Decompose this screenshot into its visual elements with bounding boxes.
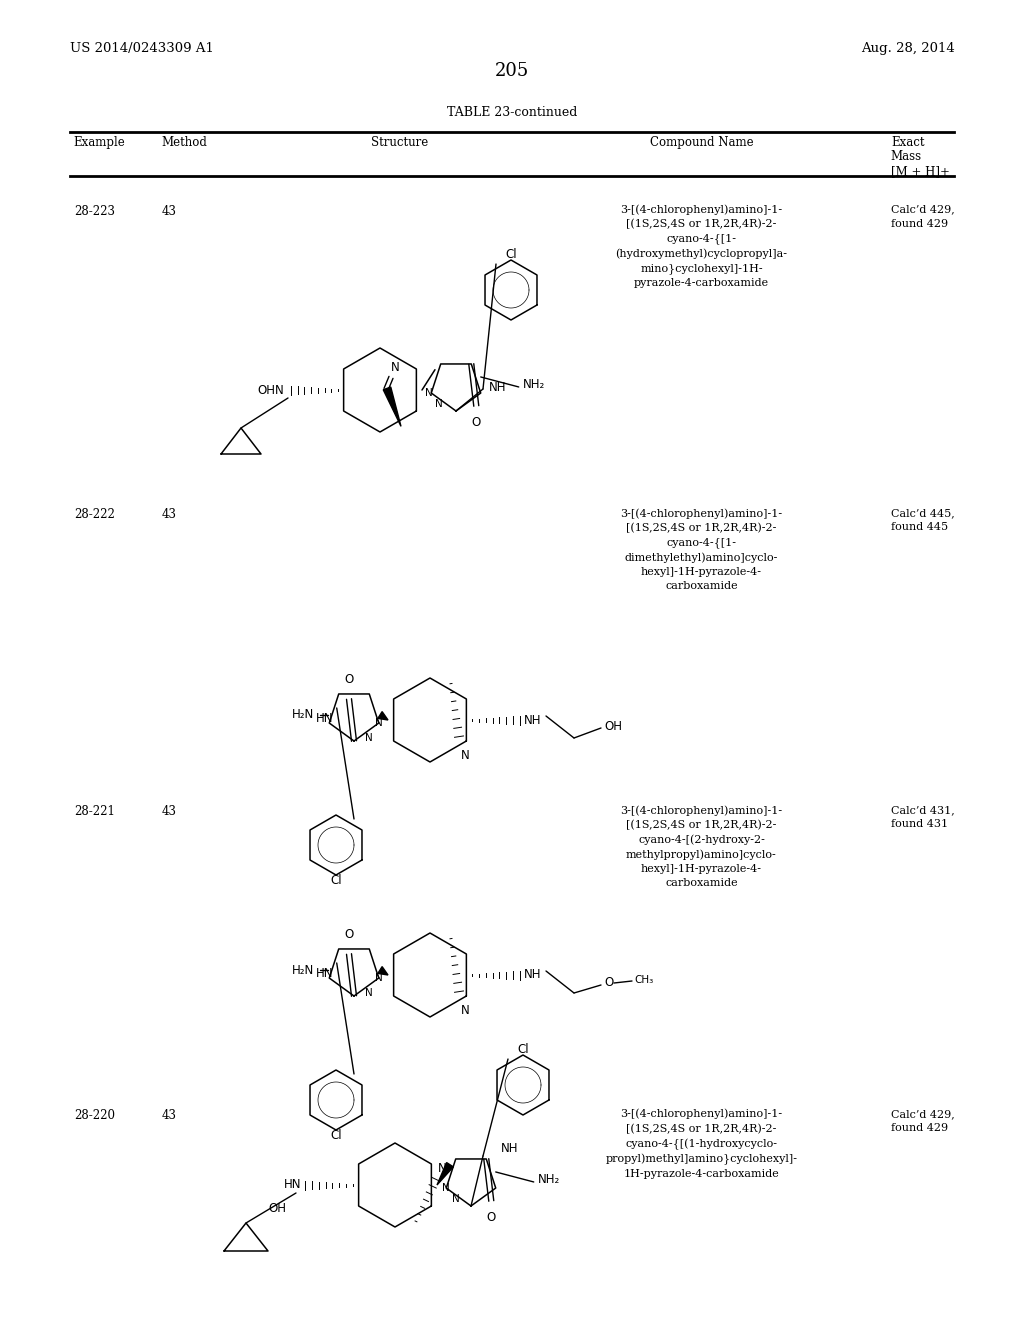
Text: 3-[(4-chlorophenyl)amino]-1-
[(1S,2S,4S or 1R,2R,4R)-2-
cyano-4-[(2-hydroxy-2-
m: 3-[(4-chlorophenyl)amino]-1- [(1S,2S,4S … bbox=[621, 805, 782, 888]
Text: N: N bbox=[461, 1003, 470, 1016]
Text: 28-221: 28-221 bbox=[74, 805, 115, 818]
Text: Cl: Cl bbox=[517, 1043, 528, 1056]
Text: N: N bbox=[375, 718, 383, 729]
Text: N: N bbox=[366, 989, 373, 998]
Text: CH₃: CH₃ bbox=[634, 975, 653, 985]
Text: HN: HN bbox=[316, 968, 334, 979]
Text: Method: Method bbox=[162, 136, 208, 149]
Text: N: N bbox=[375, 973, 383, 983]
Text: N: N bbox=[366, 733, 373, 743]
Text: Calc’d 431,
found 431: Calc’d 431, found 431 bbox=[891, 805, 954, 829]
Text: NH: NH bbox=[524, 714, 542, 726]
Text: N: N bbox=[438, 1163, 446, 1175]
Text: NH₂: NH₂ bbox=[538, 1173, 560, 1187]
Text: 3-[(4-chlorophenyl)amino]-1-
[(1S,2S,4S or 1R,2R,4R)-2-
cyano-4-{[1-
(hydroxymet: 3-[(4-chlorophenyl)amino]-1- [(1S,2S,4S … bbox=[615, 205, 787, 288]
Text: OH: OH bbox=[604, 719, 622, 733]
Text: Structure: Structure bbox=[371, 136, 428, 149]
Text: Example: Example bbox=[74, 136, 126, 149]
Text: OHN: OHN bbox=[257, 384, 284, 396]
Text: N: N bbox=[435, 399, 442, 409]
Text: Aug. 28, 2014: Aug. 28, 2014 bbox=[860, 42, 954, 55]
Text: NH₂: NH₂ bbox=[522, 379, 545, 392]
Polygon shape bbox=[383, 387, 401, 426]
Text: Cl: Cl bbox=[330, 874, 342, 887]
Text: 3-[(4-chlorophenyl)amino]-1-
[(1S,2S,4S or 1R,2R,4R)-2-
cyano-4-{[1-
dimethyleth: 3-[(4-chlorophenyl)amino]-1- [(1S,2S,4S … bbox=[621, 508, 782, 591]
Text: 28-222: 28-222 bbox=[74, 508, 115, 521]
Text: 43: 43 bbox=[162, 205, 177, 218]
Text: 28-220: 28-220 bbox=[74, 1109, 115, 1122]
Text: HN: HN bbox=[284, 1179, 301, 1192]
Text: H₂N: H₂N bbox=[292, 709, 314, 722]
Text: 43: 43 bbox=[162, 1109, 177, 1122]
Text: 205: 205 bbox=[495, 62, 529, 81]
Text: NH: NH bbox=[524, 969, 542, 982]
Text: N: N bbox=[452, 1195, 460, 1204]
Text: Calc’d 445,
found 445: Calc’d 445, found 445 bbox=[891, 508, 954, 532]
Text: 28-223: 28-223 bbox=[74, 205, 115, 218]
Text: 43: 43 bbox=[162, 805, 177, 818]
Text: NH: NH bbox=[501, 1142, 518, 1155]
Text: O: O bbox=[472, 416, 481, 429]
Text: O: O bbox=[486, 1210, 496, 1224]
Text: Cl: Cl bbox=[330, 1129, 342, 1142]
Polygon shape bbox=[378, 711, 388, 719]
Text: Calc’d 429,
found 429: Calc’d 429, found 429 bbox=[891, 205, 954, 228]
Text: 3-[(4-chlorophenyl)amino]-1-
[(1S,2S,4S or 1R,2R,4R)-2-
cyano-4-{[(1-hydroxycycl: 3-[(4-chlorophenyl)amino]-1- [(1S,2S,4S … bbox=[605, 1109, 798, 1179]
Text: HN: HN bbox=[316, 711, 334, 725]
Text: H₂N: H₂N bbox=[292, 964, 314, 977]
Text: O: O bbox=[344, 673, 353, 686]
Text: Mass: Mass bbox=[891, 150, 922, 164]
Text: [M + H]+: [M + H]+ bbox=[891, 165, 949, 178]
Text: 43: 43 bbox=[162, 508, 177, 521]
Text: Compound Name: Compound Name bbox=[649, 136, 754, 149]
Text: N: N bbox=[442, 1183, 451, 1193]
Text: O: O bbox=[604, 977, 613, 990]
Text: N: N bbox=[461, 748, 470, 762]
Text: TABLE 23-continued: TABLE 23-continued bbox=[446, 106, 578, 119]
Text: N: N bbox=[425, 388, 433, 399]
Text: NH: NH bbox=[489, 381, 507, 393]
Text: N: N bbox=[391, 362, 399, 375]
Text: Exact: Exact bbox=[891, 136, 925, 149]
Text: OH: OH bbox=[268, 1203, 286, 1214]
Text: Calc’d 429,
found 429: Calc’d 429, found 429 bbox=[891, 1109, 954, 1133]
Text: Cl: Cl bbox=[505, 248, 517, 261]
Polygon shape bbox=[437, 1163, 454, 1185]
Text: US 2014/0243309 A1: US 2014/0243309 A1 bbox=[70, 42, 214, 55]
Polygon shape bbox=[378, 966, 388, 975]
Text: O: O bbox=[344, 928, 353, 941]
